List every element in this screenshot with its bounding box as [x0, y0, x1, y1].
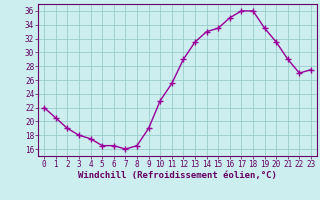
X-axis label: Windchill (Refroidissement éolien,°C): Windchill (Refroidissement éolien,°C): [78, 171, 277, 180]
